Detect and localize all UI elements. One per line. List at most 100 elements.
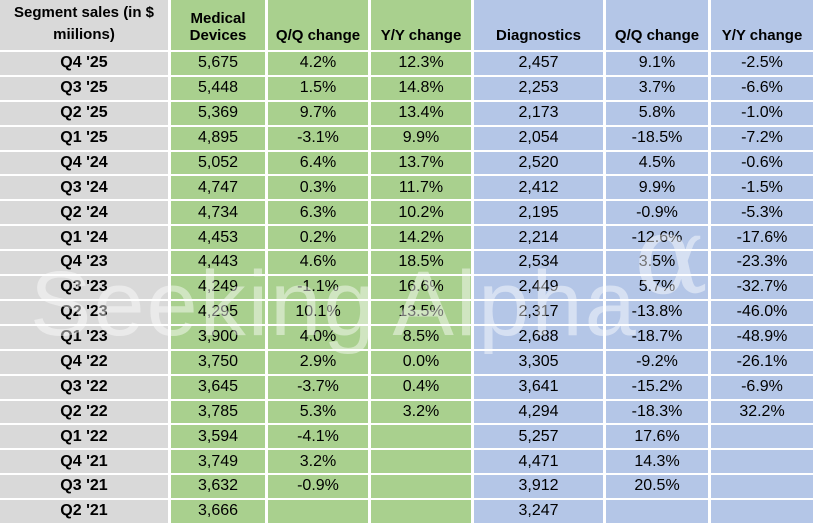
data-cell: 4,295 <box>171 300 265 324</box>
data-cell: 16.6% <box>371 276 471 299</box>
data-cell: 6.4% <box>268 151 368 175</box>
data-cell: 5,448 <box>171 76 265 100</box>
data-cell <box>711 425 813 449</box>
data-cell: 0.0% <box>371 350 471 374</box>
data-cell: -48.9% <box>711 325 813 349</box>
data-cell: -1.0% <box>711 101 813 125</box>
data-cell: 14.2% <box>371 226 471 250</box>
data-cell: 0.4% <box>371 375 471 399</box>
row-label: Q3 '21 <box>0 475 168 499</box>
data-cell: 2,173 <box>474 101 603 125</box>
row-label: Q1 '24 <box>0 226 168 250</box>
data-cell: 5,369 <box>171 101 265 125</box>
data-cell: 11.7% <box>371 176 471 200</box>
data-cell: 4,734 <box>171 201 265 225</box>
data-cell: 5,675 <box>171 52 265 75</box>
data-cell: -3.1% <box>268 126 368 150</box>
data-cell: 4.5% <box>606 151 708 175</box>
row-label: Q4 '23 <box>0 251 168 275</box>
data-cell: -9.2% <box>606 350 708 374</box>
row-label: Q4 '22 <box>0 350 168 374</box>
data-cell: 5.8% <box>606 101 708 125</box>
data-cell: 3.5% <box>606 251 708 275</box>
data-cell: 3,641 <box>474 375 603 399</box>
data-cell: 2,195 <box>474 201 603 225</box>
data-cell: -32.7% <box>711 276 813 299</box>
data-cell <box>711 475 813 499</box>
data-cell: -18.5% <box>606 126 708 150</box>
row-label: Q2 '24 <box>0 201 168 225</box>
data-cell: 3,594 <box>171 425 265 449</box>
data-cell: 13.7% <box>371 151 471 175</box>
data-cell: 17.6% <box>606 425 708 449</box>
data-cell: 3,750 <box>171 350 265 374</box>
data-cell: -5.3% <box>711 201 813 225</box>
row-label: Q1 '22 <box>0 425 168 449</box>
data-cell: 2,054 <box>474 126 603 150</box>
data-cell: -6.6% <box>711 76 813 100</box>
data-cell: 4,249 <box>171 276 265 299</box>
data-cell: -2.5% <box>711 52 813 75</box>
data-cell: 0.3% <box>268 176 368 200</box>
data-cell: 4,471 <box>474 450 603 474</box>
data-cell: 13.4% <box>371 101 471 125</box>
data-cell: -7.2% <box>711 126 813 150</box>
data-cell: 2,412 <box>474 176 603 200</box>
data-cell: 3,900 <box>171 325 265 349</box>
data-cell: -4.1% <box>268 425 368 449</box>
row-label: Q4 '21 <box>0 450 168 474</box>
data-cell: -23.3% <box>711 251 813 275</box>
table-title-cell: Segment sales (in $ miilions) <box>0 0 168 50</box>
data-cell: 4.2% <box>268 52 368 75</box>
data-cell <box>711 450 813 474</box>
data-cell: 20.5% <box>606 475 708 499</box>
data-cell: 1.5% <box>268 76 368 100</box>
data-cell: 3,785 <box>171 400 265 424</box>
row-label: Q2 '23 <box>0 300 168 324</box>
column-header-dx-qq-change: Q/Q change <box>606 0 708 50</box>
data-cell: 2.9% <box>268 350 368 374</box>
row-label: Q2 '22 <box>0 400 168 424</box>
row-label: Q1 '23 <box>0 325 168 349</box>
data-cell: 4,443 <box>171 251 265 275</box>
data-cell: -18.7% <box>606 325 708 349</box>
data-cell: 3,666 <box>171 500 265 523</box>
data-cell: -12.6% <box>606 226 708 250</box>
data-cell: -1.1% <box>268 276 368 299</box>
data-cell: -17.6% <box>711 226 813 250</box>
data-cell: 3,305 <box>474 350 603 374</box>
data-cell <box>606 500 708 523</box>
data-cell: 4,747 <box>171 176 265 200</box>
data-cell: 3.2% <box>371 400 471 424</box>
column-header-dx-yy-change: Y/Y change <box>711 0 813 50</box>
data-cell: 3,912 <box>474 475 603 499</box>
data-cell: -1.5% <box>711 176 813 200</box>
data-cell: 3,632 <box>171 475 265 499</box>
data-cell: 4,294 <box>474 400 603 424</box>
row-label: Q4 '24 <box>0 151 168 175</box>
data-cell: 5,257 <box>474 425 603 449</box>
data-cell: 14.8% <box>371 76 471 100</box>
data-cell: 5.3% <box>268 400 368 424</box>
data-cell: 2,520 <box>474 151 603 175</box>
data-cell: 12.3% <box>371 52 471 75</box>
row-label: Q3 '23 <box>0 276 168 299</box>
data-cell: 2,688 <box>474 325 603 349</box>
data-cell: 10.1% <box>268 300 368 324</box>
data-cell: -18.3% <box>606 400 708 424</box>
data-cell: -0.9% <box>268 475 368 499</box>
row-label: Q4 '25 <box>0 52 168 75</box>
data-cell: -13.8% <box>606 300 708 324</box>
data-cell <box>371 500 471 523</box>
data-cell: 5.7% <box>606 276 708 299</box>
column-header-medical-devices: Medical Devices <box>171 0 265 50</box>
data-cell: 3,645 <box>171 375 265 399</box>
data-cell: 2,534 <box>474 251 603 275</box>
data-cell: 4,895 <box>171 126 265 150</box>
data-cell: 18.5% <box>371 251 471 275</box>
data-cell: 0.2% <box>268 226 368 250</box>
data-cell: -26.1% <box>711 350 813 374</box>
data-cell <box>371 450 471 474</box>
row-label: Q3 '22 <box>0 375 168 399</box>
